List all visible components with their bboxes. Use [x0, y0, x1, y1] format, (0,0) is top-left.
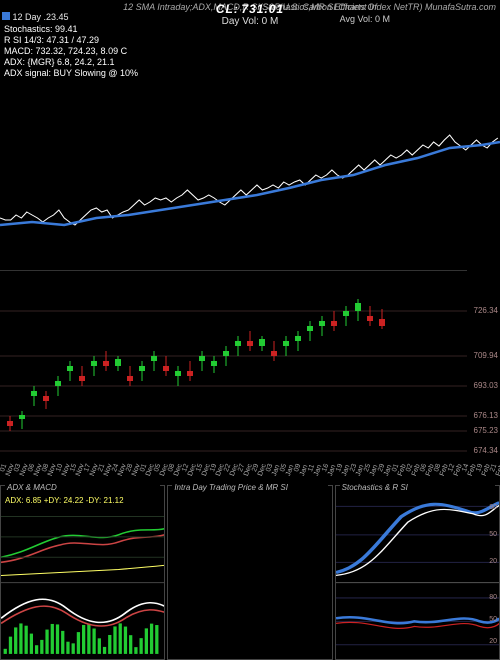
candlestick-chart [0, 270, 467, 461]
main-line-chart [0, 70, 500, 270]
tick-50b: 50 [489, 616, 497, 623]
tick-80: 80 [489, 504, 497, 511]
indicator-panels: ADX & MACD ADX: 6.85 +DY: 24.22 -DY: 21.… [0, 485, 500, 660]
adx-label: ADX: {MGR} 6.8, 24.2, 21.1 [4, 57, 138, 68]
stochastics-label: Stochastics: 99.41 [4, 24, 138, 35]
panel3-axis: 80 50 20 80 50 20 [483, 486, 497, 659]
panel3-chart [336, 486, 499, 659]
panel-adx-macd: ADX & MACD ADX: 6.85 +DY: 24.22 -DY: 21.… [0, 485, 165, 660]
panel2-title: Intra Day Trading Price & MR SI [174, 483, 288, 492]
panel1-chart [1, 486, 164, 659]
tick-20: 20 [489, 558, 497, 565]
panel1-subtitle: ADX: 6.85 +DY: 24.22 -DY: 21.12 [5, 496, 124, 505]
x-axis-dates: 01 Nov03 Nov06 Nov08 Nov10 Nov15 Nov17 N… [0, 460, 467, 480]
legend-box: 12 Day .23.45 [2, 12, 69, 22]
macd-label: MACD: 732.32, 724.23, 8.09 C [4, 46, 138, 57]
rsi-label: R SI 14/3: 47.31 / 47.29 [4, 35, 138, 46]
ticker-label: CL: [216, 2, 239, 16]
ticker-value: 731.01 [241, 2, 284, 16]
tick-20b: 20 [489, 638, 497, 645]
panel-intraday: Intra Day Trading Price & MR SI [167, 485, 332, 660]
y-axis-labels: 726.34709.94693.03676.13675.23674.34 [467, 270, 500, 460]
panel-stoch-rsi: Stochastics & R SI 80 50 20 80 50 20 [335, 485, 500, 660]
tick-50: 50 [489, 531, 497, 538]
panel3-title: Stochastics & R SI [342, 483, 408, 492]
legend-text: 12 Day .23.45 [13, 12, 69, 22]
header: 12 SMA Intraday;ADX,MACD,R SI,Stochastic… [0, 0, 500, 74]
tick-80b: 80 [489, 594, 497, 601]
main-title: CL: 731.01 [0, 2, 500, 16]
panel1-title: ADX & MACD [7, 483, 57, 492]
